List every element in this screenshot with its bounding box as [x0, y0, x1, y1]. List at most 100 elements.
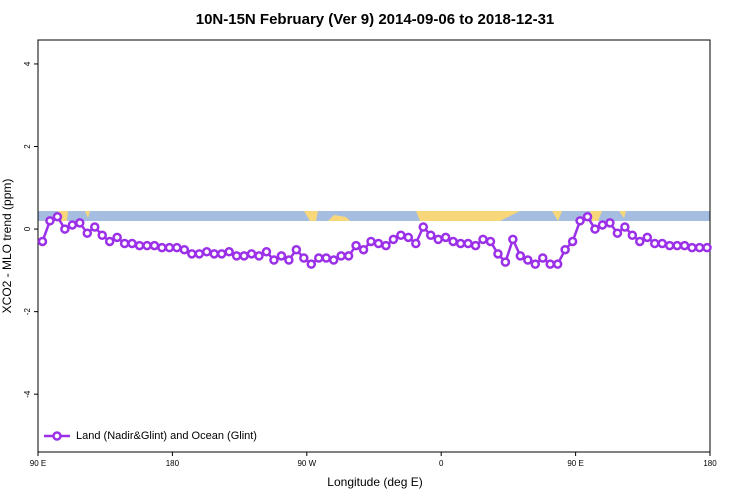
point — [231, 251, 242, 261]
point — [463, 238, 473, 249]
point — [381, 240, 391, 251]
point — [104, 236, 115, 247]
point — [687, 242, 697, 253]
point — [328, 255, 339, 265]
point — [694, 242, 705, 253]
point — [649, 238, 660, 249]
land — [590, 211, 602, 221]
point — [478, 234, 488, 245]
y-tick-label: 2 — [23, 144, 32, 149]
land — [552, 211, 562, 221]
point — [45, 216, 55, 226]
x-tick-label: 90 W — [297, 459, 316, 468]
land — [328, 215, 350, 221]
point — [575, 216, 585, 226]
point — [89, 222, 100, 232]
point — [620, 222, 630, 232]
point — [440, 232, 451, 243]
point — [605, 218, 615, 228]
point — [172, 242, 182, 253]
point — [515, 251, 526, 261]
x-tick-label: 90 E — [30, 459, 46, 468]
land — [85, 211, 90, 218]
x-tick-label: 180 — [703, 459, 717, 468]
point — [112, 232, 122, 243]
point — [201, 247, 212, 257]
point — [224, 247, 234, 257]
point — [336, 251, 346, 261]
point — [60, 224, 70, 234]
point — [403, 232, 414, 243]
point — [635, 236, 645, 247]
point — [351, 240, 361, 251]
x-axis-label: Longitude (deg E) — [327, 475, 422, 489]
ocean-band — [38, 211, 710, 221]
point — [75, 218, 85, 228]
point — [37, 236, 48, 247]
chart-title: 10N-15N February (Ver 9) 2014-09-06 to 2… — [196, 11, 555, 28]
point — [149, 240, 160, 251]
land — [416, 211, 520, 221]
point — [187, 249, 197, 259]
point — [261, 247, 272, 257]
point — [411, 238, 421, 249]
point — [627, 230, 638, 241]
x-tick-label: 0 — [439, 459, 444, 468]
point — [664, 240, 675, 251]
point — [246, 249, 257, 259]
point — [530, 259, 541, 269]
point — [119, 238, 130, 249]
point — [493, 249, 503, 259]
point — [97, 230, 107, 241]
point — [67, 220, 78, 230]
point — [127, 238, 137, 249]
point — [157, 242, 167, 253]
point — [657, 238, 667, 249]
point — [545, 259, 555, 269]
y-tick-label: -2 — [23, 308, 32, 316]
point — [134, 240, 145, 251]
point — [590, 224, 600, 234]
point — [209, 249, 219, 259]
point — [560, 244, 570, 255]
point — [485, 236, 496, 247]
point — [418, 222, 429, 232]
x-tick-label: 90 E — [567, 459, 583, 468]
point — [313, 253, 324, 263]
point — [299, 253, 309, 263]
point — [179, 244, 190, 255]
point — [425, 230, 436, 241]
y-tick-label: -4 — [23, 390, 32, 398]
point — [216, 249, 227, 259]
point — [284, 255, 294, 265]
point — [537, 253, 548, 263]
point — [567, 236, 578, 247]
land — [304, 211, 318, 221]
point — [306, 259, 317, 269]
point — [321, 253, 331, 263]
legend-label: Land (Nadir&Glint) and Ocean (Glint) — [76, 430, 257, 442]
point — [194, 249, 205, 259]
point — [597, 220, 608, 230]
point — [388, 234, 399, 245]
point — [82, 228, 93, 238]
point — [500, 257, 511, 267]
point — [52, 211, 63, 222]
point — [455, 238, 466, 249]
point — [373, 238, 384, 249]
point — [642, 232, 653, 243]
point — [612, 228, 623, 238]
x-tick-label: 180 — [166, 459, 180, 468]
point — [702, 242, 712, 253]
point — [343, 251, 354, 261]
point — [291, 244, 302, 255]
point — [164, 242, 175, 253]
point — [448, 236, 458, 247]
point — [470, 240, 481, 251]
point — [358, 244, 369, 255]
y-tick-label: 4 — [23, 61, 32, 66]
point — [672, 240, 682, 251]
point — [276, 251, 287, 261]
point — [523, 255, 533, 265]
